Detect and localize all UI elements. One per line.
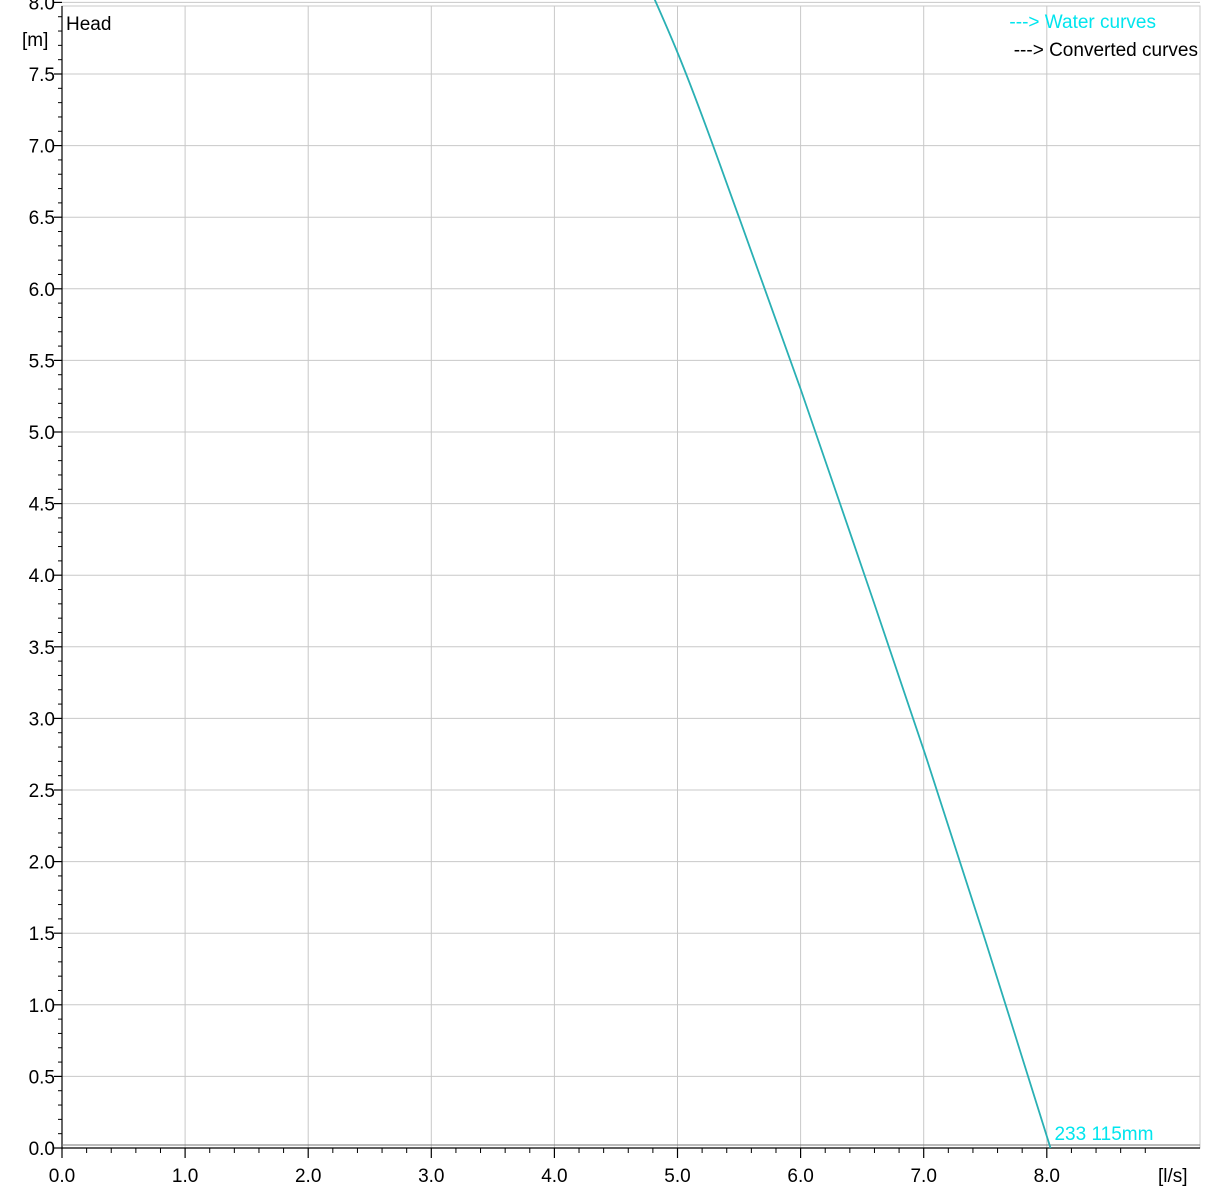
impeller-size-label: 233 115mm bbox=[1054, 1124, 1153, 1145]
y-tick-label: 1.5 bbox=[29, 924, 55, 945]
y-tick-label: 5.5 bbox=[29, 351, 55, 372]
y-tick-label: 4.0 bbox=[29, 566, 55, 587]
legend-entry-converted-curves: ---> Converted curves bbox=[1014, 40, 1198, 61]
y-axis-unit-label: [m] bbox=[22, 30, 48, 51]
y-tick-label: 6.5 bbox=[29, 208, 55, 229]
x-tick-label: 0.0 bbox=[49, 1166, 75, 1187]
x-tick-label: 6.0 bbox=[787, 1166, 813, 1187]
y-tick-label: 3.0 bbox=[29, 709, 55, 730]
legend-entry-water-curves: ---> Water curves bbox=[1009, 12, 1156, 33]
y-tick-label: 7.5 bbox=[29, 65, 55, 86]
y-tick-label: 5.0 bbox=[29, 423, 55, 444]
y-tick-label: 3.5 bbox=[29, 638, 55, 659]
annotations: 47.5%233 115mm bbox=[1054, 1124, 1153, 1145]
x-tick-label: 3.0 bbox=[418, 1166, 444, 1187]
y-tick-label: 0.0 bbox=[29, 1139, 55, 1160]
x-tick-label: 1.0 bbox=[172, 1166, 198, 1187]
axes bbox=[61, 6, 1200, 1149]
y-tick-label: 6.0 bbox=[29, 280, 55, 301]
x-tick-label: 5.0 bbox=[664, 1166, 690, 1187]
y-tick-label: 2.5 bbox=[29, 781, 55, 802]
x-axis-unit-label: [l/s] bbox=[1158, 1166, 1188, 1187]
x-tick-label: 7.0 bbox=[910, 1166, 936, 1187]
y-tick-label: 0.5 bbox=[29, 1067, 55, 1088]
y-tick-labels: 0.0 0.5 1.0 1.5 2.0 2.5 3.0 3.5 4.0 4.5 5.0 5.5 6.0 6… bbox=[29, 0, 55, 1160]
x-tick-label: 4.0 bbox=[541, 1166, 567, 1187]
chart-title: Head bbox=[66, 14, 111, 35]
y-tick-label: 8.0 bbox=[29, 0, 55, 14]
grid bbox=[61, 1, 1201, 1149]
y-tick-label: 1.0 bbox=[29, 996, 55, 1017]
x-tick-label: 8.0 bbox=[1034, 1166, 1060, 1187]
x-tick-labels: 0.0 1.0 2.0 3.0 4.0 5.0 6.0 7.0 8.0 bbox=[49, 1166, 1060, 1187]
minor-ticks bbox=[54, 1, 1146, 1158]
y-tick-label: 7.0 bbox=[29, 137, 55, 158]
x-tick-label: 2.0 bbox=[295, 1166, 321, 1187]
plot-frame bbox=[61, 5, 1201, 1149]
head-curve bbox=[654, 0, 1052, 1149]
y-tick-label: 4.5 bbox=[29, 495, 55, 516]
series bbox=[654, 0, 1052, 1149]
y-tick-label: 2.0 bbox=[29, 853, 55, 874]
